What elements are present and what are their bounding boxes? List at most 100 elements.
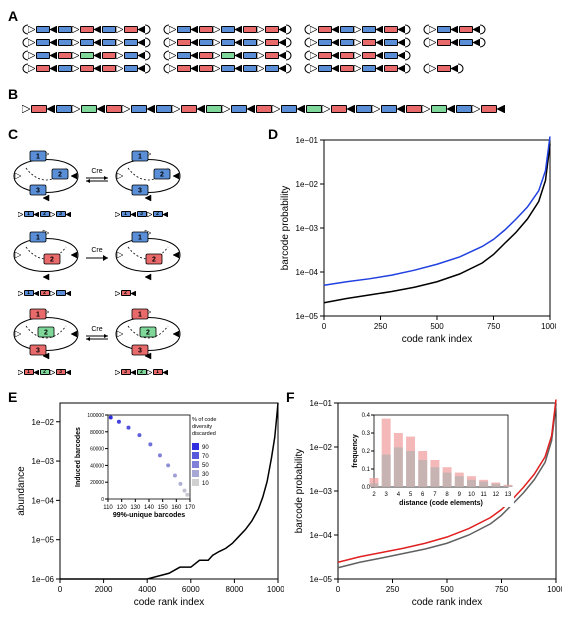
panel-A-label: A <box>8 8 18 24</box>
barcode-segment: 1 <box>121 211 131 217</box>
svg-text:250: 250 <box>386 585 400 594</box>
lox-triangle-icon <box>131 370 136 375</box>
svg-text:2: 2 <box>50 257 54 264</box>
svg-text:1e−04: 1e−04 <box>296 268 319 277</box>
svg-text:4: 4 <box>397 492 401 498</box>
lox-triangle-icon <box>94 65 101 72</box>
lox-triangle-icon <box>354 52 361 59</box>
svg-text:1000: 1000 <box>541 322 556 331</box>
lox-triangle-icon <box>66 370 71 375</box>
lox-triangle-icon <box>257 39 264 46</box>
barcode-segment <box>58 52 72 59</box>
svg-text:code rank index: code rank index <box>134 597 205 608</box>
svg-text:0: 0 <box>322 322 327 331</box>
barcode-segment <box>437 65 451 72</box>
lox-triangle-icon <box>213 52 220 59</box>
svg-text:1e−05: 1e−05 <box>310 575 333 584</box>
svg-text:160: 160 <box>171 505 182 511</box>
barcode-segment <box>131 105 147 113</box>
barcode-segment <box>56 290 66 296</box>
barcode-segment <box>362 52 376 59</box>
barcode-segment <box>102 39 116 46</box>
cap-icon <box>286 24 292 35</box>
cap-icon <box>480 24 486 35</box>
svg-text:0.3: 0.3 <box>362 431 371 437</box>
svg-text:6: 6 <box>421 492 425 498</box>
lox-triangle-icon <box>257 52 264 59</box>
cap-icon <box>458 63 464 74</box>
cap-icon <box>405 37 411 48</box>
lox-triangle-icon <box>50 212 55 217</box>
barcode-segment <box>256 105 272 113</box>
lox-triangle-icon <box>398 26 405 33</box>
lox-triangle-icon <box>50 52 57 59</box>
svg-text:11: 11 <box>481 492 488 498</box>
barcode-segment: 3 <box>56 369 66 375</box>
lox-triangle-icon <box>34 212 39 217</box>
lox-triangle-icon <box>332 39 339 46</box>
barcode-segment <box>340 65 354 72</box>
svg-text:0.4: 0.4 <box>362 413 371 419</box>
barcode-segment <box>58 26 72 33</box>
svg-text:code rank index: code rank index <box>412 597 483 608</box>
lox-triangle-icon <box>197 105 205 113</box>
svg-text:3: 3 <box>36 188 40 195</box>
svg-text:2: 2 <box>372 492 376 498</box>
lox-triangle-icon <box>310 26 317 33</box>
lox-triangle-icon <box>116 52 123 59</box>
cap-icon <box>145 24 151 35</box>
lox-triangle-icon <box>398 52 405 59</box>
svg-text:140: 140 <box>144 505 155 511</box>
svg-text:2000: 2000 <box>95 585 113 594</box>
barcode-segment: 1 <box>24 211 34 217</box>
lox-triangle-icon <box>50 370 55 375</box>
svg-text:30: 30 <box>202 472 209 478</box>
barcode-mini: 123 <box>18 209 71 219</box>
barcode-segment <box>156 105 172 113</box>
barcode-segment <box>106 105 122 113</box>
lox-triangle-icon <box>72 105 80 113</box>
barcode-segment <box>281 105 297 113</box>
lox-triangle-icon <box>247 105 255 113</box>
barcode-segment <box>243 26 257 33</box>
barcode-segment: 2 <box>153 211 163 217</box>
barcode-segment <box>456 105 472 113</box>
barcode-segment: 1 <box>24 369 34 375</box>
lox-triangle-icon <box>429 65 436 72</box>
svg-text:1e−05: 1e−05 <box>32 536 55 545</box>
lox-triangle-icon <box>191 39 198 46</box>
barcode-segment <box>124 65 138 72</box>
barcode-segment <box>459 26 473 33</box>
svg-text:1: 1 <box>36 154 40 161</box>
lox-triangle-icon <box>138 65 145 72</box>
barcode-segment <box>56 105 72 113</box>
svg-text:discarded: discarded <box>192 431 216 437</box>
panel-C: C 123Cre12312313212Cre12122123Cre1231233… <box>8 126 268 383</box>
barcode-construct <box>163 24 292 35</box>
barcode-segment <box>199 39 213 46</box>
svg-text:distance (code elements): distance (code elements) <box>399 500 483 507</box>
svg-text:130: 130 <box>130 505 141 511</box>
barcode-segment: 3 <box>121 369 131 375</box>
lox-triangle-icon <box>131 291 136 296</box>
lox-triangle-icon <box>94 39 101 46</box>
cap-icon <box>286 63 292 74</box>
svg-text:1e−03: 1e−03 <box>32 457 55 466</box>
lox-triangle-icon <box>94 26 101 33</box>
barcode-segment: 1 <box>24 290 34 296</box>
lox-triangle-icon <box>213 26 220 33</box>
barcode-mini: 132 <box>115 209 168 219</box>
barcode-segment: 3 <box>137 211 147 217</box>
lox-triangle-icon <box>169 52 176 59</box>
lox-triangle-icon <box>235 26 242 33</box>
lox-triangle-icon <box>50 291 55 296</box>
svg-text:170: 170 <box>185 505 196 511</box>
barcode-segment <box>362 65 376 72</box>
barcode-segment <box>340 26 354 33</box>
svg-text:1: 1 <box>36 312 40 319</box>
lox-triangle-icon <box>372 105 380 113</box>
lox-triangle-icon <box>235 39 242 46</box>
barcode-segment <box>340 52 354 59</box>
lox-triangle-icon <box>28 39 35 46</box>
svg-text:20000: 20000 <box>90 480 104 486</box>
